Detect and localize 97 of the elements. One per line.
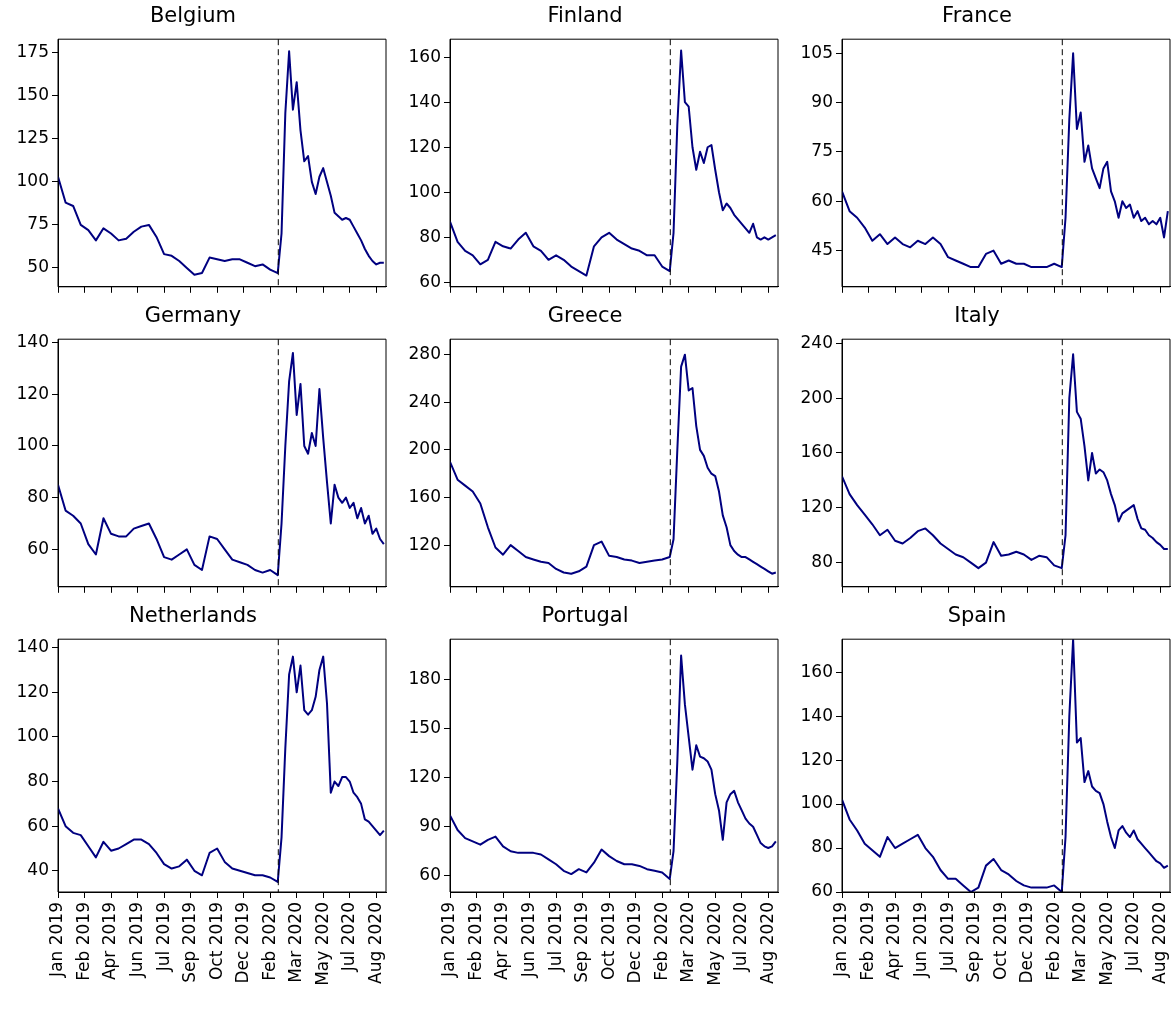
y-tick-label: 75 [811,140,833,161]
y-tick-label: 80 [27,769,49,790]
x-tick-label: Jun 2019 [909,902,930,979]
y-tick-label: 240 [800,331,833,352]
y-tick-label: 120 [16,680,49,701]
x-tick-label: Aug 2020 [756,902,777,984]
y-tick-label: 60 [419,270,441,291]
y-tick-label: 50 [27,256,49,277]
chart-title: Greece [547,303,623,328]
x-tick-label: May 2020 [311,902,332,986]
x-tick-label: Oct 2019 [597,902,618,981]
x-tick-label: Jan 2019 [830,902,851,978]
x-tick-label: Aug 2020 [364,902,385,984]
y-tick-label: 180 [408,668,441,689]
x-tick-label: Oct 2019 [989,902,1010,981]
y-tick-label: 60 [811,880,833,901]
y-tick-label: 60 [811,189,833,210]
y-tick-label: 45 [811,239,833,260]
chart-title: Germany [144,303,242,328]
x-tick-label: Dec 2019 [1016,902,1037,984]
y-tick-label: 150 [408,717,441,738]
x-tick-label: Jul 2020 [1122,902,1143,973]
x-tick-label: Feb 2020 [1042,902,1063,981]
y-tick-label: 90 [419,815,441,836]
y-tick-label: 120 [800,748,833,769]
y-tick-label: 80 [811,551,833,572]
y-tick-label: 100 [408,180,441,201]
x-tick-label: Jan 2019 [438,902,459,978]
y-tick-label: 100 [800,792,833,813]
x-tick-label: Apr 2019 [883,902,904,981]
y-tick-label: 100 [16,170,49,191]
x-tick-label: Dec 2019 [232,902,253,984]
y-tick-label: 175 [16,41,49,62]
x-tick-label: Jun 2019 [517,902,538,979]
y-tick-label: 140 [16,330,49,351]
y-tick-label: 90 [811,91,833,112]
chart-title: France [942,3,1012,28]
y-tick-label: 120 [408,766,441,787]
x-tick-label: Mar 2020 [1069,902,1090,983]
x-tick-label: Feb 2019 [72,902,93,981]
x-tick-label: May 2020 [703,902,724,986]
chart-title: Netherlands [128,603,258,628]
y-tick-label: 75 [27,213,49,234]
y-tick-label: 120 [800,496,833,517]
y-tick-label: 120 [408,533,441,554]
x-tick-label: Apr 2019 [491,902,512,981]
y-tick-label: 160 [408,485,441,506]
y-tick-label: 200 [800,386,833,407]
y-tick-label: 160 [800,441,833,462]
x-tick-label: Oct 2019 [205,902,226,981]
x-tick-label: Feb 2019 [856,902,877,981]
x-tick-label: Jul 2020 [338,902,359,973]
y-tick-label: 140 [800,704,833,725]
y-tick-label: 80 [27,486,49,507]
x-tick-label: Feb 2020 [650,902,671,981]
y-tick-label: 60 [27,537,49,558]
x-tick-label: Sep 2019 [571,902,592,983]
y-tick-label: 150 [16,84,49,105]
x-tick-label: Feb 2020 [258,902,279,981]
x-tick-label: Jul 2019 [152,902,173,973]
x-tick-label: Apr 2019 [99,902,120,981]
y-tick-label: 60 [27,814,49,835]
chart-title: Italy [954,303,1000,328]
chart-title: Spain [947,603,1007,628]
y-tick-label: 80 [419,225,441,246]
y-tick-label: 120 [16,382,49,403]
chart-title: Finland [547,3,623,28]
x-tick-label: Feb 2019 [464,902,485,981]
x-tick-label: Sep 2019 [963,902,984,983]
y-tick-label: 60 [419,864,441,885]
y-tick-label: 280 [408,343,441,364]
chart-title: Belgium [149,3,237,28]
x-tick-label: Mar 2020 [677,902,698,983]
x-tick-label: Jul 2019 [936,902,957,973]
chart-title: Portugal [541,603,629,628]
x-tick-label: Jun 2019 [125,902,146,979]
y-tick-label: 100 [16,725,49,746]
y-tick-label: 160 [800,660,833,681]
y-tick-label: 140 [16,636,49,657]
y-tick-label: 100 [16,434,49,455]
y-tick-label: 120 [408,135,441,156]
x-tick-label: May 2020 [1095,902,1116,986]
x-tick-label: Dec 2019 [624,902,645,984]
x-tick-label: Jul 2020 [730,902,751,973]
y-tick-label: 240 [408,390,441,411]
y-tick-label: 40 [27,859,49,880]
y-tick-label: 105 [800,41,833,62]
x-tick-label: Mar 2020 [285,902,306,983]
y-tick-label: 140 [408,90,441,111]
y-tick-label: 200 [408,438,441,459]
y-tick-label: 160 [408,45,441,66]
y-tick-label: 80 [811,836,833,857]
x-tick-label: Aug 2020 [1148,902,1169,984]
x-tick-label: Jul 2019 [544,902,565,973]
y-tick-label: 125 [16,127,49,148]
x-tick-label: Jan 2019 [46,902,67,978]
x-tick-label: Sep 2019 [179,902,200,983]
